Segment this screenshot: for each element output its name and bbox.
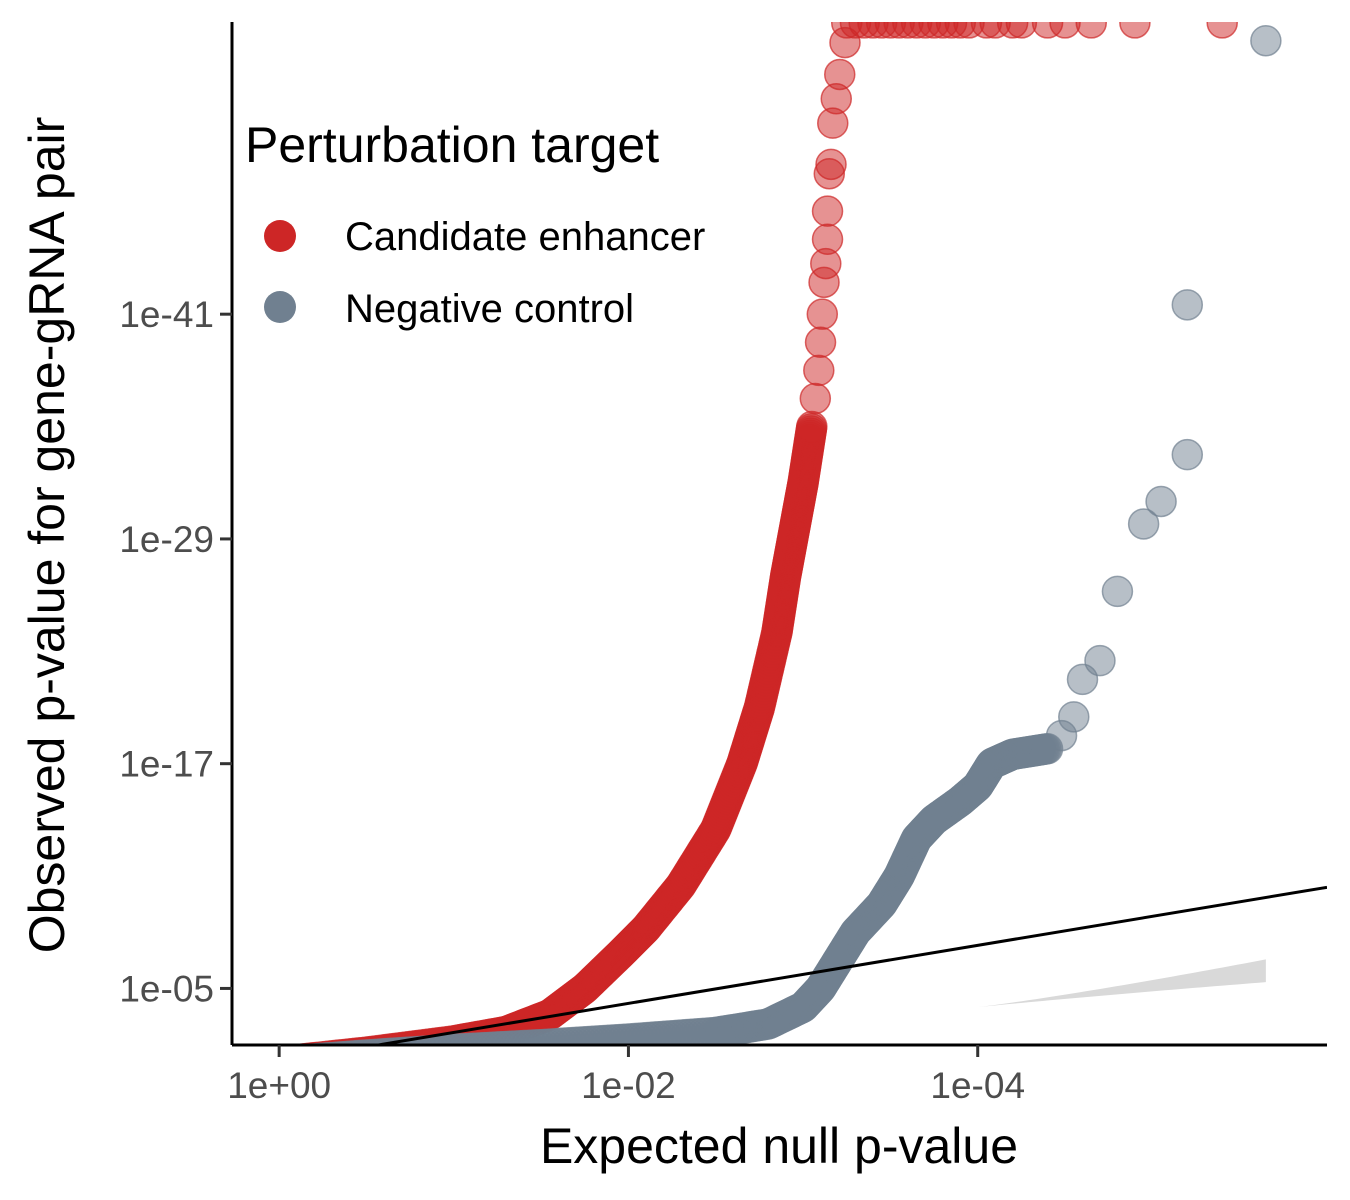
candidate-enhancer-point bbox=[799, 382, 832, 415]
candidate-enhancer-point bbox=[804, 326, 837, 359]
legend-swatch-candidate-enhancer bbox=[264, 220, 296, 252]
legend: Perturbation target Candidate enhancer N… bbox=[245, 117, 705, 331]
negative-control-point bbox=[1127, 508, 1160, 540]
y-axis-title: Observed p-value for gene-gRNA pair bbox=[19, 117, 75, 954]
negative-control-point bbox=[1171, 289, 1204, 321]
negative-control-point bbox=[1250, 24, 1282, 57]
y-tick-label: 1e-17 bbox=[119, 744, 214, 785]
candidate-enhancer-point bbox=[806, 298, 839, 330]
negative-control-point bbox=[1058, 701, 1090, 733]
reference-line bbox=[369, 885, 1327, 1045]
y-tick-label: 1e-05 bbox=[119, 968, 214, 1009]
points-layer bbox=[285, 22, 1282, 1045]
candidate-enhancer-point bbox=[811, 223, 844, 256]
x-tick-label: 1e-02 bbox=[581, 1065, 676, 1106]
legend-label-negative-control: Negative control bbox=[345, 287, 634, 331]
candidate-enhancer-point bbox=[824, 58, 856, 91]
candidate-enhancer-point bbox=[1206, 22, 1238, 39]
y-tick-label: 1e-29 bbox=[119, 519, 214, 560]
x-tick-label: 1e+00 bbox=[227, 1065, 331, 1106]
negative-control-point bbox=[1084, 644, 1116, 677]
reference-line-layer bbox=[369, 885, 1327, 1045]
negative-control-point bbox=[1101, 575, 1134, 608]
candidate-enhancer-point bbox=[815, 148, 847, 181]
candidate-enhancer-point bbox=[1119, 22, 1151, 39]
candidate-enhancer-point bbox=[803, 354, 835, 387]
y-axis-ticks: 1e-05 1e-17 1e-29 1e-41 bbox=[119, 294, 232, 1009]
legend-title: Perturbation target bbox=[245, 117, 659, 173]
candidate-enhancer-point bbox=[1075, 22, 1107, 39]
legend-swatch-negative-control bbox=[264, 291, 296, 323]
negative-control-point bbox=[1171, 438, 1204, 471]
x-axis-ticks: 1e+00 1e-02 1e-04 bbox=[227, 1045, 1025, 1106]
y-tick-label: 1e-41 bbox=[119, 294, 214, 335]
negative-control-point bbox=[1145, 485, 1177, 518]
confidence-band bbox=[977, 959, 1266, 1008]
confidence-band-layer bbox=[977, 959, 1266, 1008]
candidate-enhancer-point bbox=[796, 410, 828, 443]
x-axis-title: Expected null p-value bbox=[540, 1118, 1018, 1174]
legend-label-candidate-enhancer: Candidate enhancer bbox=[345, 215, 705, 259]
candidate-enhancer-point bbox=[811, 195, 844, 227]
x-tick-label: 1e-04 bbox=[930, 1065, 1025, 1106]
